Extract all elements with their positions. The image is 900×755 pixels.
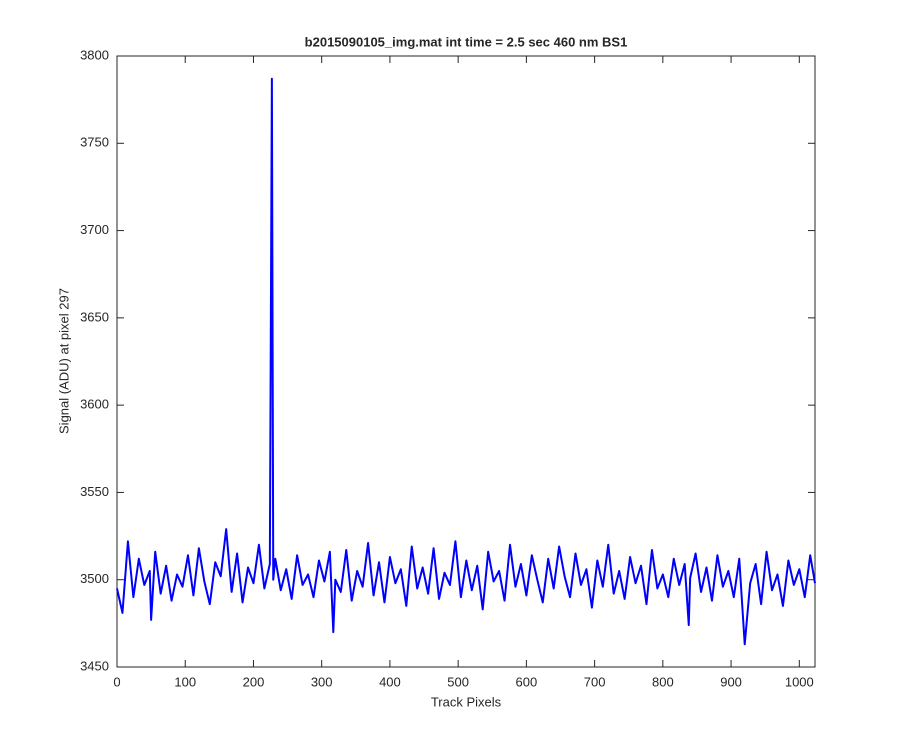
y-tick-label: 3450 <box>80 658 109 673</box>
x-tick-label: 200 <box>243 674 265 689</box>
x-tick-label: 600 <box>516 674 538 689</box>
y-tick-label: 3500 <box>80 571 109 586</box>
data-line <box>116 77 816 646</box>
chart-title: b2015090105_img.mat int time = 2.5 sec 4… <box>305 34 628 49</box>
y-tick-label: 3650 <box>80 309 109 324</box>
x-tick-label: 800 <box>652 674 674 689</box>
x-tick-label: 0 <box>113 674 120 689</box>
x-tick-label: 100 <box>174 674 196 689</box>
y-tick-label: 3750 <box>80 135 109 150</box>
y-tick-label: 3600 <box>80 397 109 412</box>
x-tick-label: 300 <box>311 674 333 689</box>
y-tick-label: 3550 <box>80 484 109 499</box>
x-tick-label: 700 <box>584 674 606 689</box>
y-tick-label: 3800 <box>80 47 109 62</box>
y-tick-label: 3700 <box>80 222 109 237</box>
x-tick-label: 400 <box>379 674 401 689</box>
x-axis-label: Track Pixels <box>431 694 502 709</box>
x-tick-label: 900 <box>720 674 742 689</box>
axes-box <box>116 55 816 668</box>
y-axis-label: Signal (ADU) at pixel 297 <box>56 288 71 434</box>
x-tick-label: 1000 <box>785 674 814 689</box>
x-tick-label: 500 <box>447 674 469 689</box>
